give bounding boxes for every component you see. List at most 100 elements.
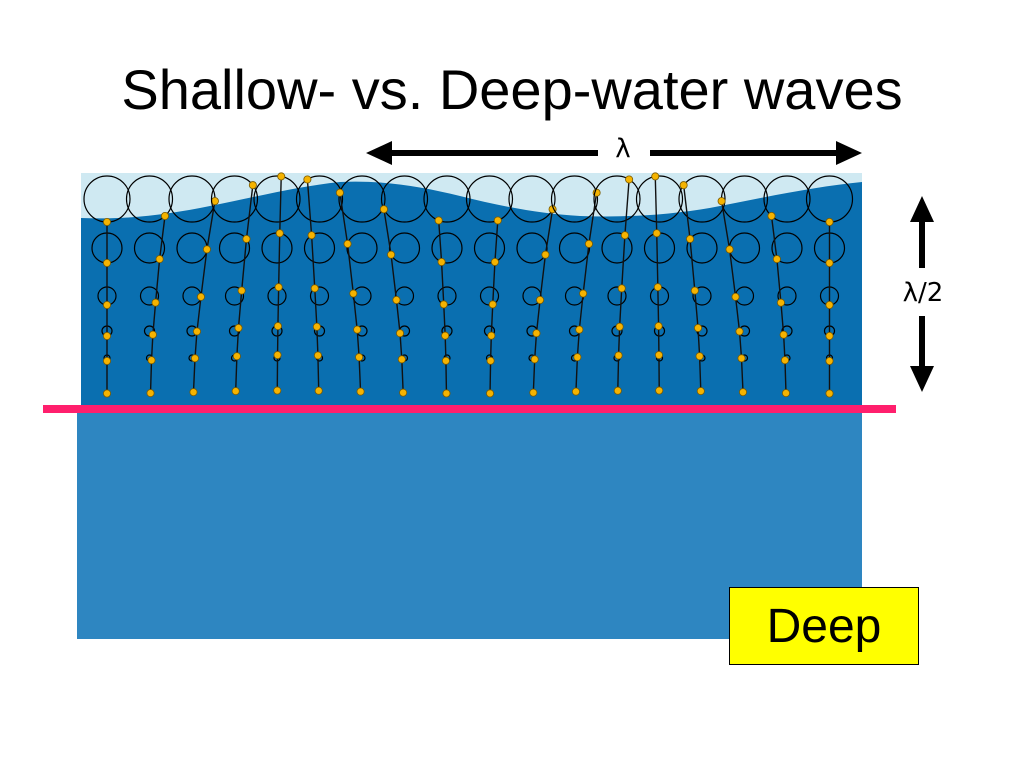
orbit-circle [431, 232, 463, 264]
water-particle [103, 331, 112, 340]
water-particle [532, 329, 541, 338]
water-particle [275, 229, 284, 238]
water-particle [335, 188, 344, 197]
orbit-circle [224, 286, 245, 306]
water-particle [399, 388, 408, 397]
water-particle [312, 322, 321, 331]
water-particle [686, 234, 695, 243]
water-particle [654, 351, 663, 360]
orbit-circle [601, 232, 633, 264]
particle-line [489, 220, 499, 394]
water-particle [575, 325, 584, 334]
water-particle [735, 327, 744, 336]
wavelength-label: λ [615, 134, 631, 164]
orbit-circle [473, 232, 506, 264]
wavelength-arrow [366, 141, 862, 165]
water-particle [486, 389, 495, 398]
orbit-circle [133, 232, 166, 264]
water-particle [343, 239, 352, 248]
orbit-circle [692, 286, 712, 306]
particle-line [234, 185, 254, 392]
orbit-circle [635, 175, 684, 223]
water-particle [192, 327, 201, 336]
water-particle [442, 389, 451, 398]
water-particle [349, 289, 358, 298]
water-particle [242, 234, 251, 243]
water-particle [825, 331, 834, 340]
water-particle [825, 300, 834, 309]
water-particle [653, 283, 662, 292]
water-particle [439, 300, 448, 309]
orbit-circle [593, 175, 641, 223]
particle-line [306, 179, 320, 391]
water-particle [303, 175, 312, 184]
water-particle [273, 322, 282, 331]
water-particle [147, 356, 156, 365]
water-particle [441, 331, 450, 340]
particle-line [654, 176, 660, 391]
water-particle [190, 354, 199, 363]
water-particle [396, 329, 405, 338]
water-particle [530, 355, 539, 364]
water-particle [625, 175, 634, 184]
water-particle [155, 255, 164, 264]
water-particle [392, 296, 401, 305]
water-particle [536, 296, 545, 305]
deep-badge: Deep [729, 587, 919, 665]
particle-line [339, 192, 362, 392]
water-particle [313, 351, 322, 360]
water-particle [437, 257, 446, 266]
water-particle [781, 389, 790, 398]
orbit-circle [777, 286, 797, 306]
orbit-circle [508, 175, 556, 223]
water-particle [307, 231, 316, 240]
water-particle [355, 353, 364, 362]
water-particle [780, 356, 789, 365]
water-particle [310, 284, 319, 293]
orbit-circle [139, 286, 160, 306]
water-particle [103, 217, 112, 226]
water-particle [146, 389, 155, 398]
particle-line [682, 185, 702, 392]
orbit-circle [303, 232, 336, 264]
water-particle [617, 284, 626, 293]
water-particle [541, 250, 550, 259]
water-particle [825, 389, 834, 398]
water-particle [232, 352, 241, 361]
particle-line [383, 209, 404, 393]
water-particle [379, 205, 388, 214]
water-particle [737, 354, 746, 363]
water-particle [488, 300, 497, 309]
water-particle [739, 388, 748, 397]
water-particle [231, 387, 240, 396]
orbit-circle [218, 232, 251, 264]
water-particle [573, 353, 582, 362]
particle-paths [83, 172, 854, 398]
water-particle [571, 387, 580, 396]
orbit-circle [763, 175, 811, 223]
orbit-circle [423, 175, 471, 223]
water-particle [654, 322, 663, 331]
orbit-circle [678, 175, 726, 223]
water-particle [273, 386, 282, 395]
water-particle [679, 181, 688, 190]
particle-line [192, 201, 216, 393]
water-particle [725, 245, 734, 254]
water-particle [694, 323, 703, 332]
particle-line [532, 209, 554, 393]
water-particle [651, 172, 660, 181]
water-particle [234, 323, 243, 332]
water-particle [148, 330, 157, 339]
water-particle [196, 292, 205, 301]
orbit-circle [309, 286, 330, 306]
water-particle [493, 216, 502, 225]
water-particle [772, 255, 781, 264]
water-particle [356, 387, 365, 396]
water-particle [825, 356, 834, 365]
orbit-circle [465, 175, 514, 223]
water-particle [151, 298, 160, 307]
water-particle [614, 351, 623, 360]
water-particle [776, 298, 785, 307]
water-particle [314, 386, 323, 395]
